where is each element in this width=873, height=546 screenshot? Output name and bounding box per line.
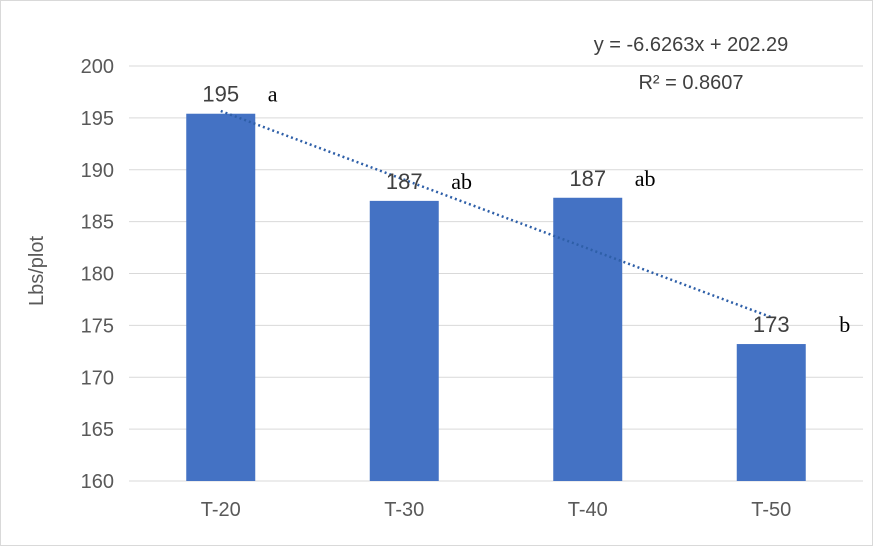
bar-t-30 xyxy=(369,200,439,481)
y-tick-label: 165 xyxy=(81,419,114,441)
y-tick-label: 175 xyxy=(81,315,114,337)
trendline-layer xyxy=(220,109,772,319)
significance-letter: ab xyxy=(451,169,472,194)
x-tick-label: T-50 xyxy=(751,499,791,521)
x-tick-label: T-20 xyxy=(201,499,241,521)
y-axis-title: Lbs/plot xyxy=(26,236,48,306)
x-tick-label: T-40 xyxy=(568,499,608,521)
trendline-r-squared: R² = 0.8607 xyxy=(638,72,743,94)
bars xyxy=(186,113,806,481)
significance-letter: ab xyxy=(635,166,656,191)
bar-t-50 xyxy=(736,344,806,481)
y-axis-ticks: 160 165 170 175 180 185 190 195 200 xyxy=(81,56,114,493)
data-label: 187 xyxy=(569,166,606,191)
y-tick-label: 190 xyxy=(81,160,114,182)
y-tick-label: 170 xyxy=(81,367,114,389)
data-labels: 195 a 187 ab 187 ab 173 b xyxy=(202,82,850,337)
trendline xyxy=(220,109,772,319)
trendline-equation: y = -6.6263x + 202.29 xyxy=(594,34,789,56)
significance-letter: b xyxy=(839,312,850,337)
significance-letter: a xyxy=(268,82,278,107)
x-axis-ticks: T-20 T-30 T-40 T-50 xyxy=(201,499,792,521)
x-tick-label: T-30 xyxy=(384,499,424,521)
y-tick-label: 200 xyxy=(81,56,114,78)
y-tick-label: 160 xyxy=(81,471,114,493)
bar-t-40 xyxy=(553,197,623,481)
bar-t-20 xyxy=(186,113,256,481)
data-label: 195 xyxy=(202,82,239,107)
y-tick-label: 195 xyxy=(81,108,114,130)
data-label: 187 xyxy=(386,169,423,194)
y-tick-label: 180 xyxy=(81,264,114,286)
y-tick-label: 185 xyxy=(81,212,114,234)
data-label: 173 xyxy=(753,312,790,337)
